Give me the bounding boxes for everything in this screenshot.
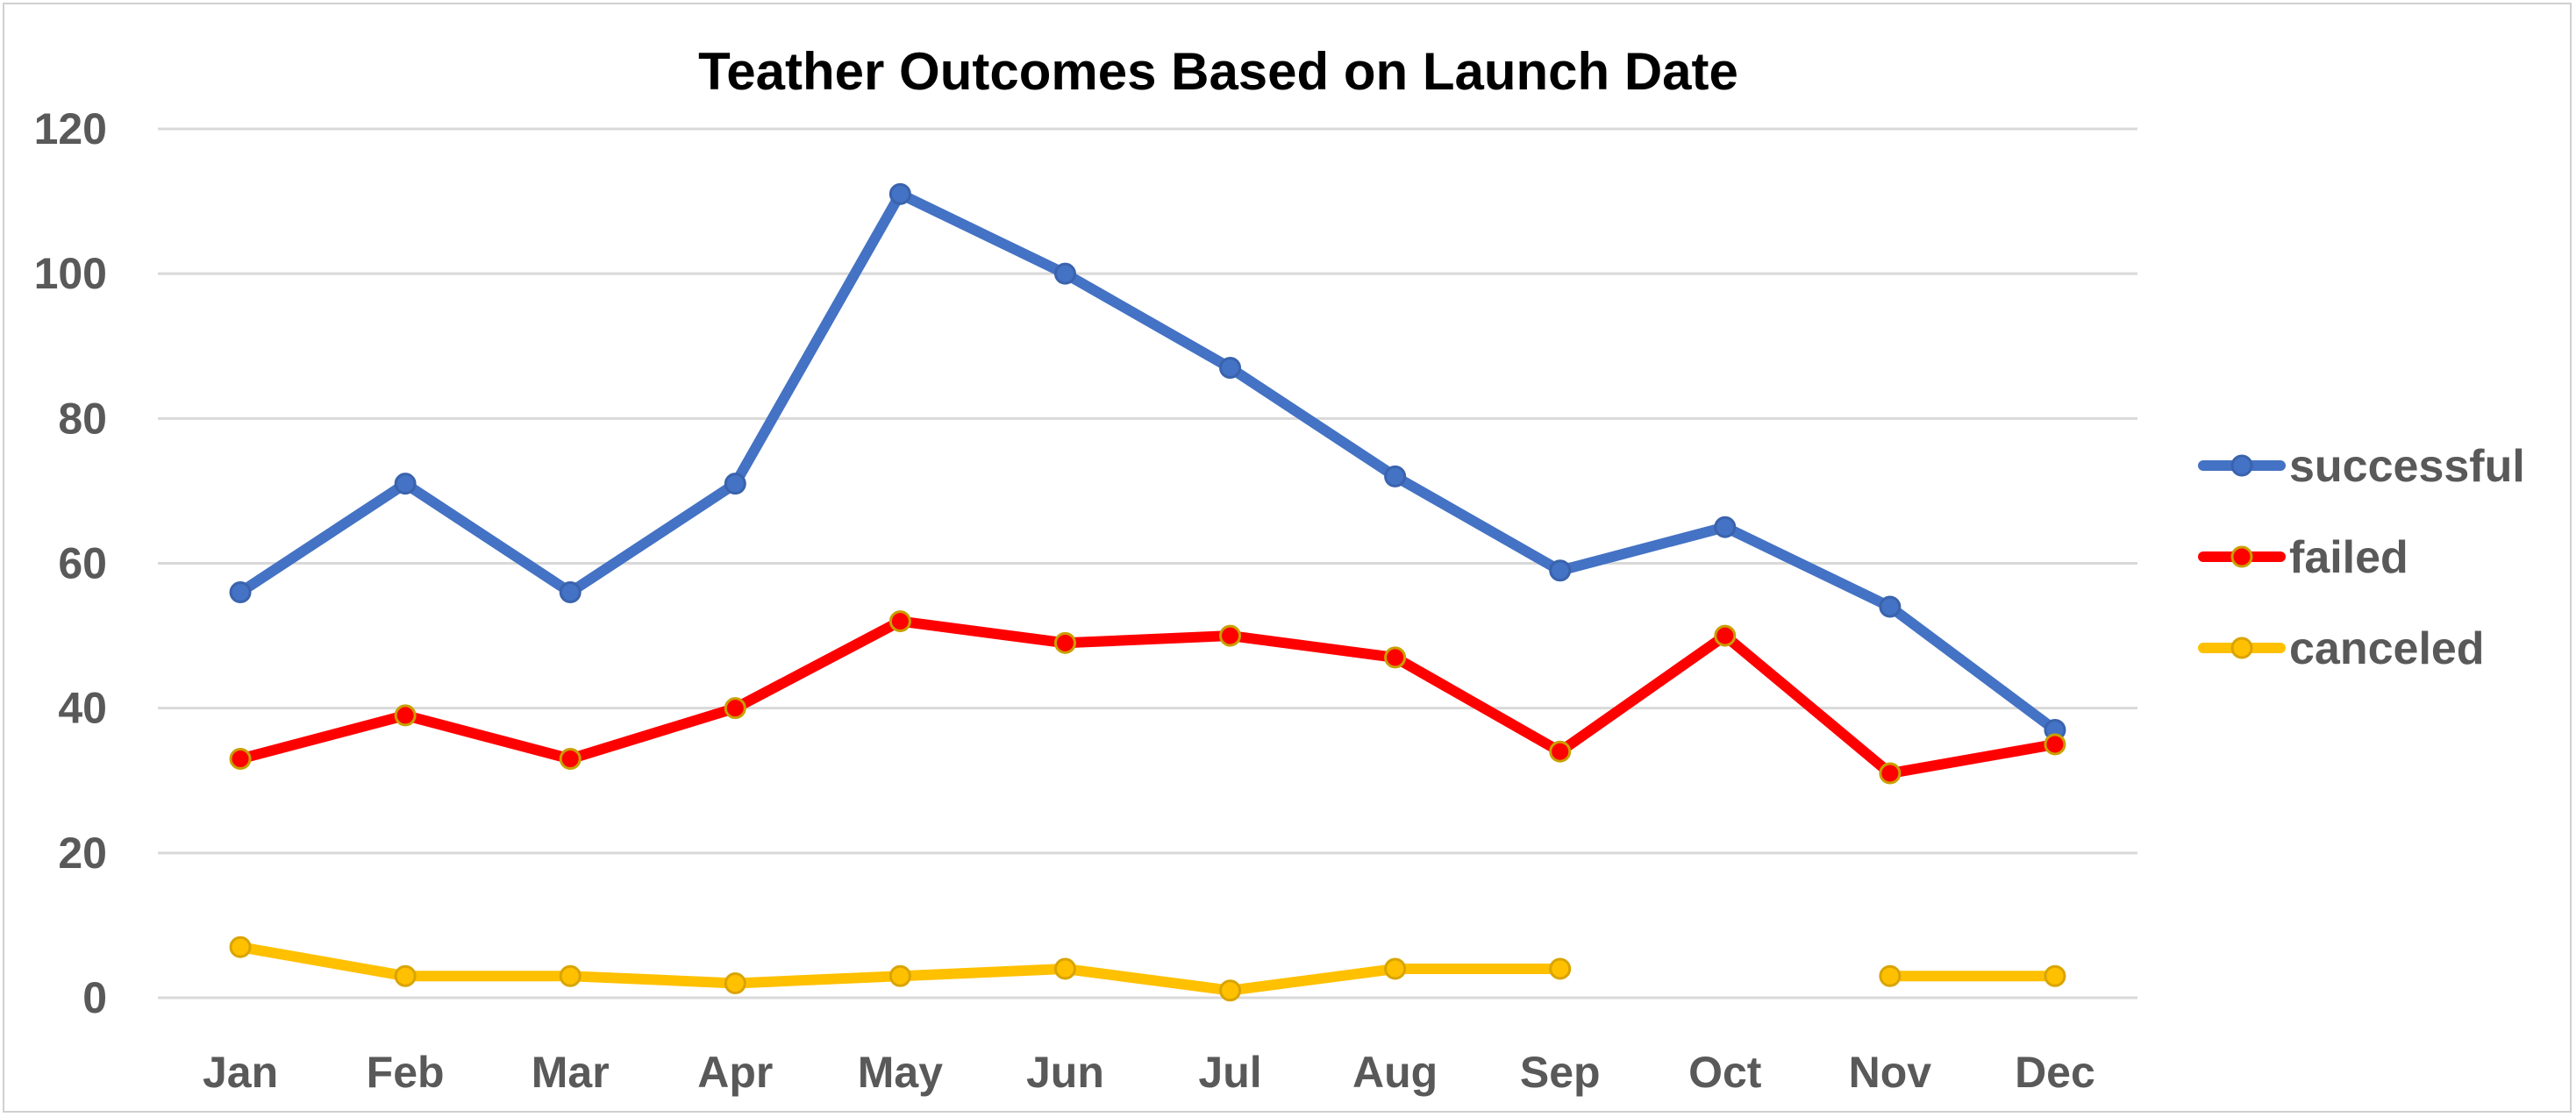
legend-item-failed: failed <box>2198 532 2408 583</box>
data-point-successful <box>1549 559 1572 582</box>
data-point-canceled <box>1879 964 1902 987</box>
series-line-failed <box>235 615 2060 779</box>
y-tick-label: 100 <box>34 249 107 298</box>
x-tick-label: Jul <box>1198 1048 1261 1097</box>
gridlines <box>158 127 2137 1000</box>
data-point-successful <box>1879 595 1902 618</box>
data-point-failed <box>229 747 252 770</box>
series-line-successful <box>235 189 2060 736</box>
x-tick-label: Jun <box>1026 1048 1104 1097</box>
series-canceled <box>229 936 2066 1002</box>
data-point-failed <box>1879 762 1902 785</box>
y-axis-tick-labels: 0 20 40 60 80 100 120 <box>34 104 107 1022</box>
data-point-successful <box>888 182 911 205</box>
legend-marker-canceled <box>2230 637 2253 659</box>
x-tick-label: Mar <box>532 1048 610 1097</box>
x-tick-label: Feb <box>367 1048 445 1097</box>
x-axis-tick-labels: Jan Feb Mar Apr May Jun Jul Aug Sep Oct Nov Dec <box>203 1048 2095 1097</box>
legend-label-canceled: canceled <box>2289 623 2485 674</box>
legend: successful failed canceled <box>2198 441 2525 674</box>
data-point-failed <box>394 704 417 727</box>
x-tick-label: Nov <box>1849 1048 1932 1097</box>
y-tick-label: 60 <box>58 539 107 588</box>
x-tick-label: Oct <box>1688 1048 1762 1097</box>
data-point-canceled <box>2044 964 2066 987</box>
data-point-canceled <box>1549 957 1572 980</box>
data-point-canceled <box>888 964 911 987</box>
data-point-successful <box>1384 465 1407 487</box>
data-point-canceled <box>394 964 417 987</box>
x-tick-label: Dec <box>2015 1048 2095 1097</box>
legend-marker-failed <box>2230 545 2253 568</box>
y-tick-label: 120 <box>34 104 107 153</box>
data-point-canceled <box>229 936 252 958</box>
data-point-failed <box>888 610 911 633</box>
chart-title: Teather Outcomes Based on Launch Date <box>698 42 1738 101</box>
data-point-failed <box>724 697 746 720</box>
data-point-failed <box>1549 740 1572 763</box>
legend-marker-successful <box>2230 454 2253 477</box>
data-point-successful <box>1053 262 1076 285</box>
x-tick-label: Sep <box>1520 1048 1601 1097</box>
y-tick-label: 20 <box>58 829 107 878</box>
chart-frame <box>3 3 2572 1113</box>
data-point-failed <box>2044 733 2066 756</box>
legend-item-canceled: canceled <box>2198 623 2485 674</box>
y-tick-label: 80 <box>58 394 107 443</box>
data-point-canceled <box>1053 957 1076 980</box>
legend-label-successful: successful <box>2289 441 2525 492</box>
data-point-failed <box>1053 631 1076 654</box>
legend-label-failed: failed <box>2289 532 2408 583</box>
legend-item-successful: successful <box>2198 441 2525 492</box>
x-tick-label: May <box>858 1048 943 1097</box>
data-point-canceled <box>559 964 582 987</box>
data-point-failed <box>1714 624 1737 647</box>
data-point-failed <box>1219 624 1242 647</box>
data-point-failed <box>1384 646 1407 669</box>
data-point-successful <box>1714 516 1737 538</box>
data-point-successful <box>229 581 252 604</box>
data-point-canceled <box>724 971 746 994</box>
data-point-successful <box>559 581 582 604</box>
x-tick-label: Aug <box>1352 1048 1438 1097</box>
series-successful <box>229 182 2066 741</box>
data-point-successful <box>394 473 417 495</box>
series-failed <box>229 610 2066 785</box>
data-point-failed <box>559 747 582 770</box>
data-point-canceled <box>1219 979 1242 1002</box>
x-tick-label: Jan <box>203 1048 278 1097</box>
data-point-successful <box>1219 357 1242 380</box>
data-point-successful <box>724 473 746 495</box>
y-tick-label: 0 <box>82 973 107 1022</box>
data-point-canceled <box>1384 957 1407 980</box>
y-tick-label: 40 <box>58 684 107 733</box>
x-tick-label: Apr <box>697 1048 773 1097</box>
series-group <box>229 182 2066 1002</box>
